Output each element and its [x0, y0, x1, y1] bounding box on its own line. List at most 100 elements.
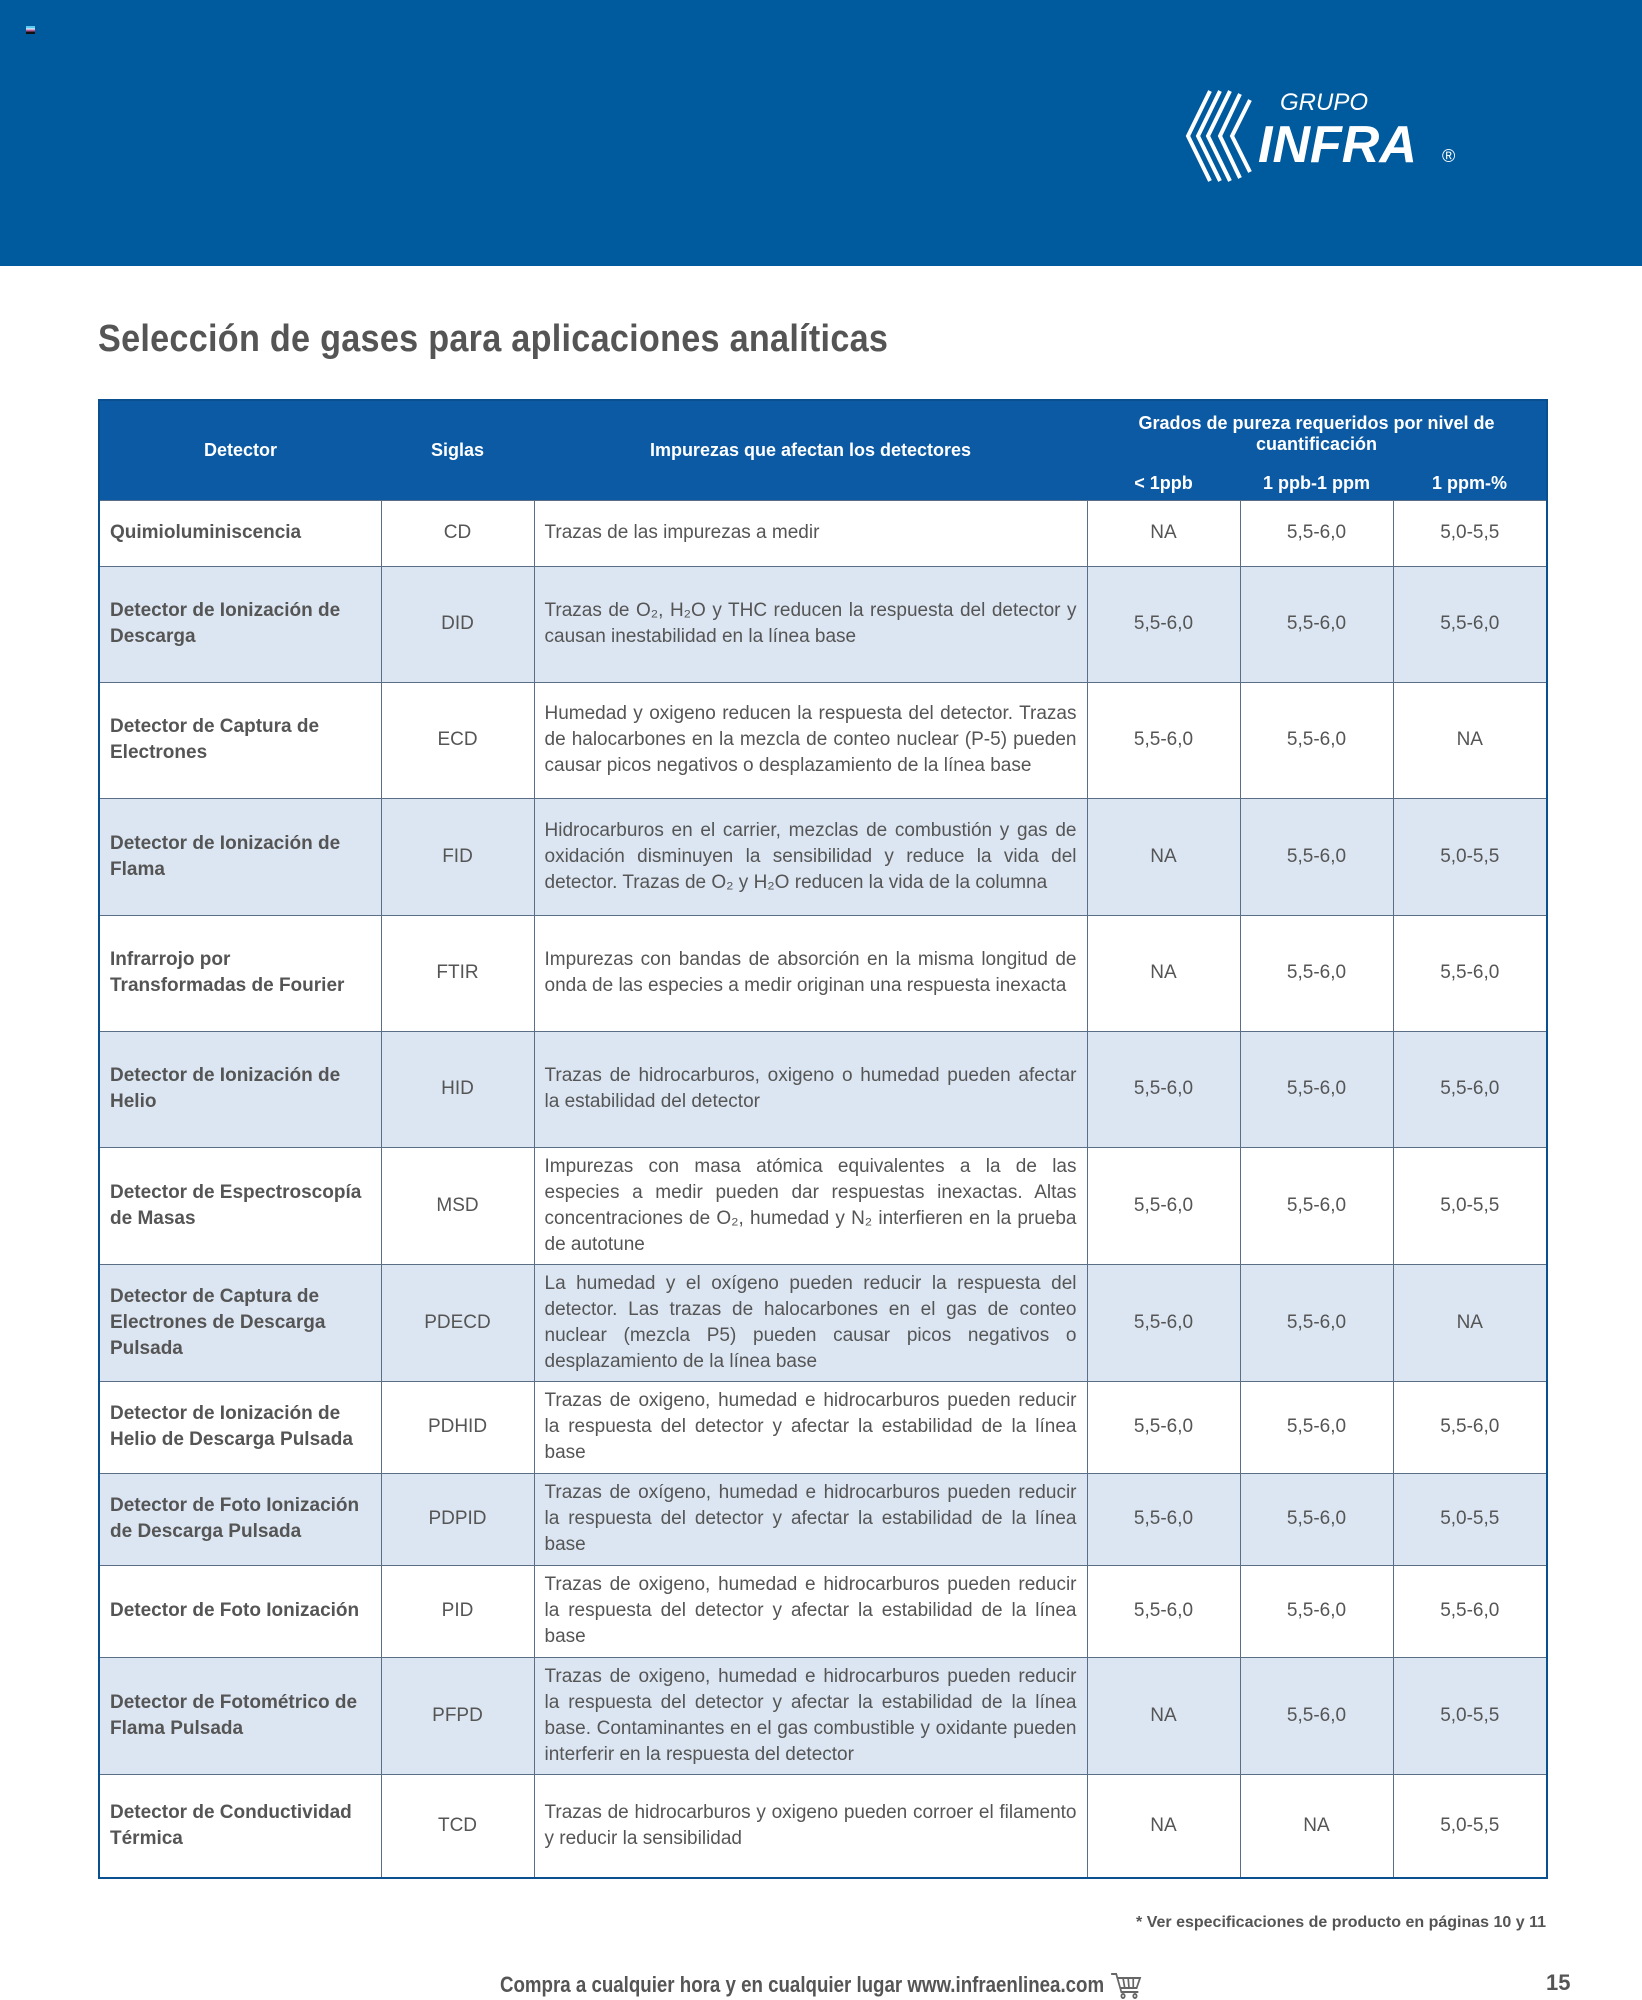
grade-cell: NA [1086, 797, 1241, 916]
grade-cell: NA [1086, 1656, 1241, 1775]
grade-cell: 5,5-6,0 [1086, 1564, 1241, 1658]
table-row: Quimioluminiscencia CD Trazas de las impur… [98, 499, 1548, 567]
impurezas-cell: Trazas de oxígeno, humedad e hidrocarbur… [533, 1472, 1088, 1566]
table-row: Detector de Espectroscopía de Masas MSD Im… [98, 1146, 1548, 1265]
siglas-cell: HID [380, 1030, 535, 1148]
footer-text: Compra a cualquier hora y en cualquier l… [500, 1972, 1105, 1997]
grade-cell: 5,5-6,0 [1239, 565, 1394, 683]
siglas-cell: MSD [380, 1146, 535, 1265]
table-row: Detector de Fotométrico de Flama Pulsada… [98, 1656, 1548, 1775]
detector-cell: Detector de Fotométrico de Flama Pulsada [98, 1656, 382, 1775]
table-row: Detector de Foto Ionización de Descarga … [98, 1472, 1548, 1566]
impurezas-cell: Humedad y oxigeno reducen la respuesta d… [533, 681, 1088, 799]
svg-text:®: ® [1442, 146, 1455, 166]
table-row: Detector de Captura de Electrones ECD Hume… [98, 681, 1548, 799]
impurezas-cell: Impurezas con masa atómica equivalentes … [533, 1146, 1088, 1265]
detector-cell: Detector de Captura de Electrones [98, 681, 382, 799]
impurezas-cell: Trazas de las impurezas a medir [533, 499, 1088, 567]
header-detector: Detector [99, 400, 381, 500]
grade-cell: 5,0-5,5 [1392, 499, 1548, 567]
impurezas-cell: Hidrocarburos en el carrier, mezclas de … [533, 797, 1088, 916]
impurezas-cell: Trazas de oxigeno, humedad e hidrocarbur… [533, 1380, 1088, 1474]
shopping-cart-icon [1110, 1973, 1142, 1999]
grade-cell: 5,5-6,0 [1392, 565, 1548, 683]
header-sub-ppm-pct: 1 ppm-% [1393, 467, 1548, 500]
header-impurezas: Impurezas que afectan los detectores [534, 400, 1087, 500]
siglas-cell: TCD [380, 1773, 535, 1879]
table-row: Detector de Captura de Electrones de Des… [98, 1263, 1548, 1382]
page-title: Selección de gases para aplicaciones ana… [98, 318, 889, 360]
header-siglas: Siglas [381, 400, 534, 500]
grade-cell: 5,5-6,0 [1086, 565, 1241, 683]
header-banner: GRUPO INFRA ® [0, 0, 1642, 266]
table-row: Detector de Ionización de Helio HID Trazas… [98, 1030, 1548, 1148]
grade-cell: 5,5-6,0 [1239, 797, 1394, 916]
siglas-cell: ECD [380, 681, 535, 799]
grade-cell: NA [1392, 1263, 1548, 1382]
grade-cell: 5,5-6,0 [1239, 499, 1394, 567]
grade-cell: 5,5-6,0 [1086, 1380, 1241, 1474]
grade-cell: 5,0-5,5 [1392, 1773, 1548, 1879]
grade-cell: NA [1086, 499, 1241, 567]
grade-cell: NA [1239, 1773, 1394, 1879]
grade-cell: 5,5-6,0 [1086, 1472, 1241, 1566]
grade-cell: 5,5-6,0 [1239, 1380, 1394, 1474]
grade-cell: 5,0-5,5 [1392, 1146, 1548, 1265]
detector-cell: Detector de Foto Ionización [98, 1564, 382, 1658]
grade-cell: 5,5-6,0 [1239, 914, 1394, 1032]
siglas-cell: DID [380, 565, 535, 683]
grade-cell: 5,5-6,0 [1086, 1146, 1241, 1265]
header-grados: Grados de pureza requeridos por nivel de… [1087, 400, 1548, 467]
impurezas-cell: Trazas de oxigeno, humedad e hidrocarbur… [533, 1564, 1088, 1658]
detector-cell: Detector de Ionización de Descarga [98, 565, 382, 683]
grupo-infra-logo: GRUPO INFRA ® [1185, 89, 1455, 182]
detector-cell: Infrarrojo por Transformadas de Fourier [98, 914, 382, 1032]
gas-selection-table: Detector Siglas Impurezas que afectan lo… [98, 399, 1549, 1879]
grade-cell: 5,5-6,0 [1086, 1263, 1241, 1382]
svg-text:GRUPO: GRUPO [1280, 89, 1368, 116]
detector-cell: Detector de Ionización de Helio [98, 1030, 382, 1148]
siglas-cell: PDECD [380, 1263, 535, 1382]
table-row: Detector de Ionización de Helio de Desca… [98, 1380, 1548, 1474]
impurezas-cell: Trazas de oxigeno, humedad e hidrocarbur… [533, 1656, 1088, 1775]
grade-cell: NA [1392, 681, 1548, 799]
table-row: Detector de Conductividad Térmica TCD Traz… [98, 1773, 1548, 1879]
page-number: 15 [1546, 1970, 1571, 1995]
header-sub-1ppb: < 1ppb [1087, 467, 1240, 500]
table-row: Detector de Foto Ionización PID Trazas de … [98, 1564, 1548, 1658]
siglas-cell: PDHID [380, 1380, 535, 1474]
footnote: * Ver especificaciones de producto en pá… [1136, 1914, 1546, 1931]
impurezas-cell: Trazas de hidrocarburos, oxigeno o humed… [533, 1030, 1088, 1148]
detector-cell: Detector de Captura de Electrones de Des… [98, 1263, 382, 1382]
grade-cell: 5,0-5,5 [1392, 1472, 1548, 1566]
table-row: Infrarrojo por Transformadas de Fourier F… [98, 914, 1548, 1032]
detector-cell: Detector de Foto Ionización de Descarga … [98, 1472, 382, 1566]
header-sub-ppb-ppm: 1 ppb-1 ppm [1240, 467, 1393, 500]
siglas-cell: PID [380, 1564, 535, 1658]
grade-cell: 5,5-6,0 [1392, 1380, 1548, 1474]
siglas-cell: FID [380, 797, 535, 916]
grade-cell: 5,5-6,0 [1239, 681, 1394, 799]
detector-cell: Detector de Conductividad Térmica [98, 1773, 382, 1879]
grade-cell: 5,5-6,0 [1392, 1030, 1548, 1148]
grade-cell: NA [1086, 1773, 1241, 1879]
svg-text:INFRA: INFRA [1258, 116, 1417, 174]
detector-cell: Detector de Espectroscopía de Masas [98, 1146, 382, 1265]
siglas-cell: CD [380, 499, 535, 567]
detector-cell: Detector de Ionización de Helio de Desca… [98, 1380, 382, 1474]
grade-cell: 5,5-6,0 [1239, 1564, 1394, 1658]
siglas-cell: FTIR [380, 914, 535, 1032]
siglas-cell: PFPD [380, 1656, 535, 1775]
grade-cell: 5,5-6,0 [1239, 1146, 1394, 1265]
grade-cell: 5,5-6,0 [1239, 1263, 1394, 1382]
grade-cell: 5,0-5,5 [1392, 1656, 1548, 1775]
grade-cell: 5,0-5,5 [1392, 797, 1548, 916]
grade-cell: 5,5-6,0 [1086, 681, 1241, 799]
grade-cell: 5,5-6,0 [1086, 1030, 1241, 1148]
impurezas-cell: Impurezas con bandas de absorción en la … [533, 914, 1088, 1032]
impurezas-cell: Trazas de O₂, H₂O y THC reducen la respu… [533, 565, 1088, 683]
detector-cell: Quimioluminiscencia [98, 499, 382, 567]
table-row: Detector de Ionización de Flama FID Hidroc… [98, 797, 1548, 916]
grade-cell: 5,5-6,0 [1239, 1030, 1394, 1148]
siglas-cell: PDPID [380, 1472, 535, 1566]
